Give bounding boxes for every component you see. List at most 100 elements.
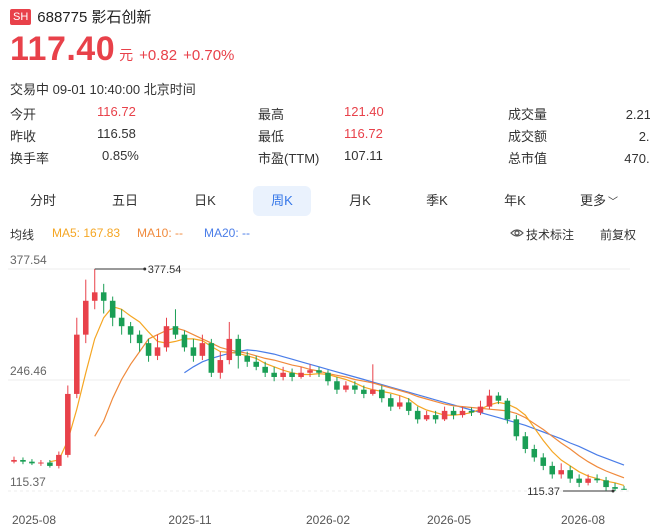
candle-body [74,334,80,394]
candle-body [91,292,98,301]
stock-title: 688775 影石创新 [37,9,152,26]
candle-body [343,385,349,390]
candle-body [361,389,367,394]
candle-body [82,300,89,335]
tab-quarterly-k[interactable]: 季K [426,193,448,208]
y-tick-label: 377.54 [10,253,47,267]
candle-body [163,326,170,348]
candle-body [190,347,197,356]
candle-body [262,366,268,373]
x-tick-label: 2026-08 [561,513,605,527]
min-marker-dot [611,489,615,493]
candle-body [38,462,44,464]
stat-market-cap: 总市值 470.77亿 [508,151,650,166]
candle-body [334,381,340,390]
candle-body [459,410,466,416]
candle-body [594,478,600,481]
candle-body [567,470,573,479]
tech-annotation-label: 技术标注 [526,228,575,242]
candlestick-chart[interactable]: 377.54 246.46 115.37 2025-08 2025-11 2026-02 2… [0,248,650,530]
tab-five-day[interactable]: 五日 [111,193,138,208]
ma20-line [184,349,625,466]
stat-pe: 市盈(TTM) 107.11 [258,148,383,166]
candle-body [244,355,251,362]
candle-body [11,459,17,462]
y-tick-label: 115.37 [10,475,46,489]
candle-body [208,343,215,373]
candle-body [325,372,331,382]
candle-body [540,457,547,466]
candle-body [486,395,493,407]
candle-body [396,402,403,407]
tab-daily-k[interactable]: 日K [194,193,216,208]
candle-body [441,410,448,420]
tab-intraday[interactable]: 分时 [29,193,56,208]
candle-body [468,410,475,413]
ma5-value: MA5: 167.83 [52,226,121,240]
candle-body [450,410,457,416]
tab-yearly-k[interactable]: 年K [504,193,526,208]
tab-monthly-k[interactable]: 月K [349,193,371,208]
max-marker-dot [143,267,147,271]
candle-body [289,372,295,377]
candle-body [414,410,421,420]
trading-status: 交易中 09-01 10:40:00 北京时间 [10,82,196,97]
candle-body [118,317,125,327]
tab-weekly-k[interactable]: 周K [253,186,311,216]
candle-body [477,406,484,413]
candle-body [513,419,520,437]
candle-body [387,398,394,407]
x-tick-label: 2026-02 [306,513,350,527]
candle-body [29,461,35,464]
adjust-mode-toggle[interactable]: 前复权 [600,228,637,242]
candle-body [504,400,511,420]
candle-body [621,488,627,490]
currency-unit: 元 [119,47,134,63]
candle-body [136,334,143,344]
ma-label: 均线 [10,228,35,242]
eye-icon [510,229,524,237]
candle-body [432,415,439,420]
min-marker-label: 115.37 [527,486,560,498]
price-change-pct: +0.70% [183,47,235,64]
candle-body [612,487,618,489]
current-price: 117.40 [10,30,116,68]
stat-turnover: 成交额 2.63亿 [508,129,650,144]
candle-body [271,372,277,377]
candle-body [379,389,385,399]
stat-volume: 成交量 2.21万手 [508,107,650,122]
candle-body [47,462,53,466]
market-badge: SH [10,8,32,25]
price-change: +0.82 [139,47,178,64]
candle-body [20,459,26,462]
candle-body [56,454,62,466]
candle-body [576,478,582,483]
tech-annotation-toggle[interactable]: 技术标注 [510,226,574,242]
stat-prev-close: 昨收 116.58 [10,126,136,144]
candle-body [65,393,71,455]
candle-body [370,389,376,394]
candle-body [100,292,107,301]
chevron-down-icon: ﹀ [608,197,618,208]
stat-turnover-rate: 换手率 0.85% [10,148,139,166]
stock-header: SH 688775 影石创新 [10,6,152,27]
candle-body [522,436,529,449]
candle-body [316,370,322,373]
candle-body [253,361,259,367]
stat-open: 今开 116.72 [10,104,136,122]
ma10-value: MA10: -- [137,226,184,240]
candle-body [127,326,134,335]
ma20-value: MA20: -- [204,226,251,240]
tab-more[interactable]: 更多 ﹀ [568,186,630,216]
period-tabs: 分时 五日 日K 周K 月K 季K 年K 更多 ﹀ [0,186,650,216]
stat-high: 最高 121.40 [258,104,384,122]
candle-body [423,415,430,420]
price-row: 117.40 元 +0.82 +0.70% [10,30,234,69]
x-tick-label: 2025-08 [12,513,56,527]
candle-body [558,470,564,475]
candle-body [549,465,556,475]
candle-body [585,478,591,483]
stat-low: 最低 116.72 [258,126,383,144]
candle-body [172,326,179,335]
candle-body [217,360,224,373]
